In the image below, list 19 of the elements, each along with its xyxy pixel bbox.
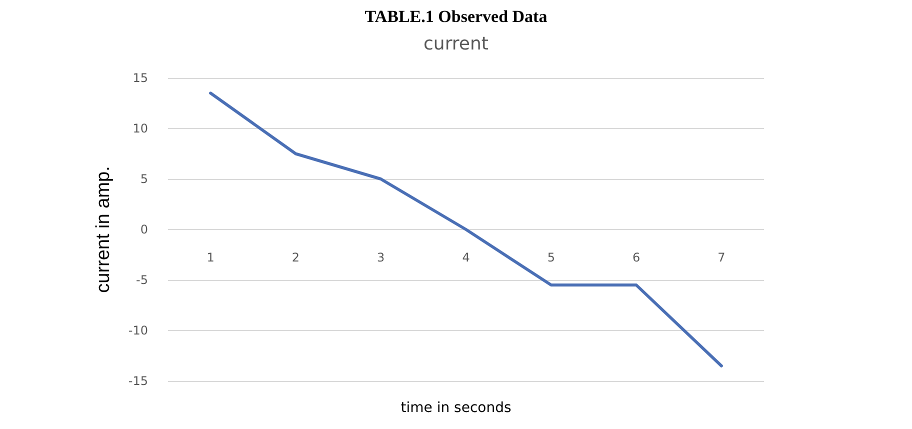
x-tick-label: 2 <box>292 250 300 264</box>
y-tick-label: 5 <box>140 172 148 186</box>
chart-title: current <box>424 34 488 54</box>
x-tick-label: 3 <box>377 250 385 264</box>
x-tick-label: 6 <box>632 250 640 264</box>
y-tick-label: 0 <box>140 222 148 236</box>
x-tick-label: 5 <box>547 250 555 264</box>
x-tick-label: 1 <box>206 250 214 264</box>
y-axis-title: current in amp. <box>93 166 114 293</box>
line-series <box>209 92 723 368</box>
x-tick-label: 4 <box>462 250 470 264</box>
x-axis-title: time in seconds <box>400 400 512 416</box>
text: TABLE.1 Observed Data <box>364 7 548 26</box>
y-tick-label: 10 <box>132 122 148 136</box>
x-tick-label: 7 <box>718 250 726 264</box>
y-tick-label: 15 <box>132 71 148 85</box>
y-tick-label: -5 <box>136 273 148 287</box>
y-tick-label: -10 <box>128 324 148 338</box>
y-tick-label: -15 <box>128 374 148 388</box>
